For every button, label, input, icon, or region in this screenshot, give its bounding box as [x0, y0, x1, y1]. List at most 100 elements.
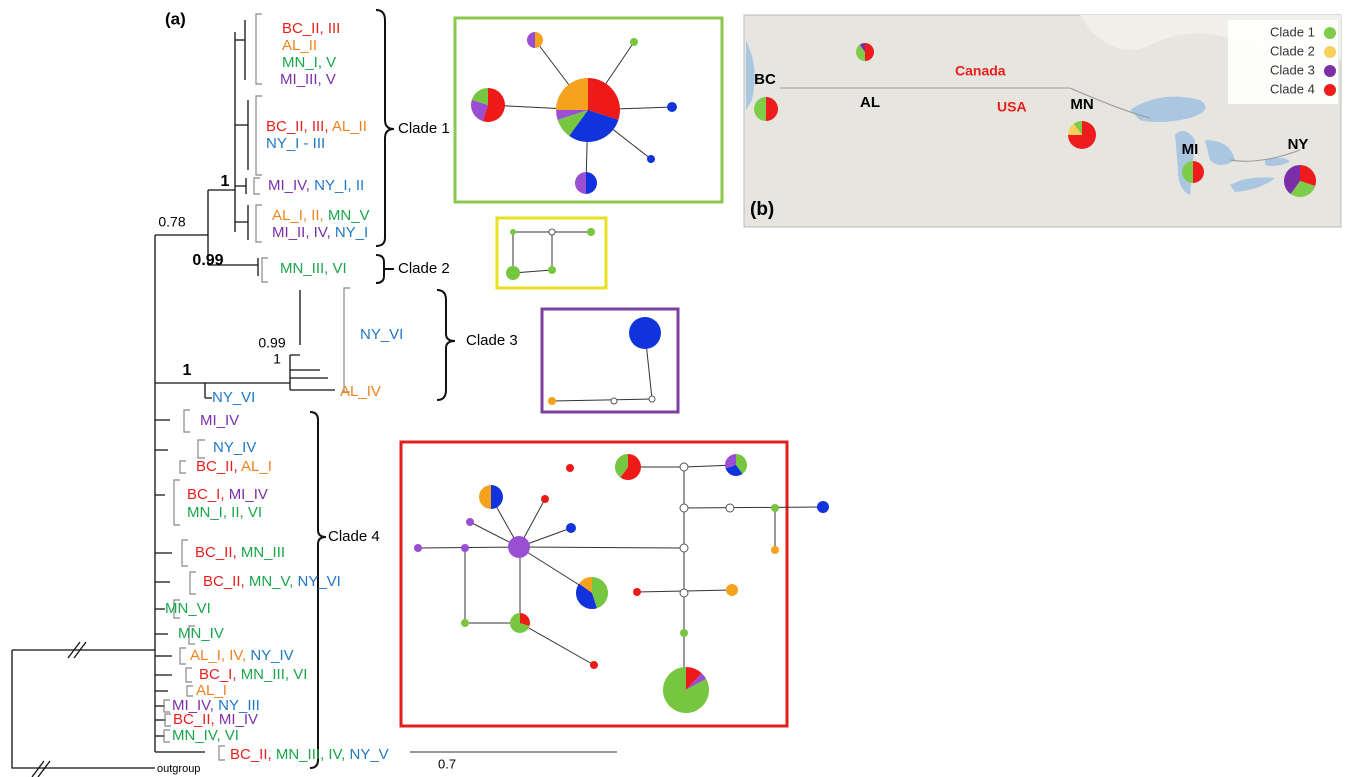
- haplotype: [590, 661, 598, 669]
- haplotype: [649, 396, 655, 402]
- tip-label: BC_II, III, AL_II: [266, 118, 367, 135]
- tip-label: AL_I, II, MN_V: [272, 207, 370, 224]
- tip-label-part: NY_I - III: [266, 135, 325, 152]
- haplotype: [566, 464, 574, 472]
- tip-label-part: MI_IV,: [268, 177, 314, 194]
- site-label: NY: [1288, 136, 1309, 153]
- haplotype: [587, 228, 595, 236]
- haplotype: [680, 629, 688, 637]
- support-value: 0.99: [192, 252, 223, 269]
- tip-label-part: NY_I, II: [314, 177, 364, 194]
- tip-label: AL_II: [282, 37, 317, 54]
- tip-label-part: MN_V: [328, 207, 370, 224]
- tip-label-part: BC_II, III: [282, 20, 340, 37]
- tip-label-part: MN_IV: [178, 625, 224, 642]
- haplotype: [630, 38, 638, 46]
- tip-label-part: NY_V: [350, 746, 389, 763]
- tip-label-part: MN_VI: [165, 600, 211, 617]
- tip-label: MN_VI: [165, 600, 211, 617]
- legend-swatch: [1324, 27, 1336, 39]
- tip-label-part: MI_III, V: [280, 71, 336, 88]
- tip-label: MI_IV: [200, 412, 239, 429]
- panel-label: (b): [750, 199, 774, 220]
- tip-label: MN_IV, VI: [172, 727, 239, 744]
- haplotype: [466, 518, 474, 526]
- map: [744, 15, 1341, 227]
- haplotype: [817, 501, 829, 513]
- site-label: AL: [860, 94, 880, 111]
- tip-label: AL_IV: [340, 383, 381, 400]
- legend-label: Clade 2: [1270, 43, 1315, 58]
- tip-label-part: BC_II,: [196, 458, 241, 475]
- tip-label: BC_II, MN_V, NY_VI: [203, 573, 341, 590]
- tip-label-part: MN_IV, VI: [172, 727, 239, 744]
- haplotype: [611, 398, 617, 404]
- legend-label: Clade 3: [1270, 62, 1315, 77]
- haplotype: [461, 619, 469, 627]
- clade-label: Clade 4: [328, 528, 380, 545]
- haplotype: [629, 317, 661, 349]
- tip-label-part: MN_III, VI: [241, 666, 308, 683]
- haplotype: [680, 504, 688, 512]
- tip-label: MN_I, V: [282, 54, 336, 71]
- haplotype: [549, 229, 555, 235]
- haplotype: [548, 397, 556, 405]
- support-value: 1: [221, 173, 230, 190]
- tip-label: MI_III, V: [280, 71, 336, 88]
- haplotype: [510, 229, 516, 235]
- tip-label-part: MN_V,: [249, 573, 298, 590]
- tip-label-part: BC_I,: [199, 666, 241, 683]
- tip-label: MN_I, II, VI: [187, 504, 262, 521]
- tip-label: BC_II, III: [282, 20, 340, 37]
- tip-label-part: NY_VI: [212, 389, 255, 406]
- haplotype: [548, 266, 556, 274]
- haplotype: [461, 544, 469, 552]
- tip-label-part: MI_IV: [229, 486, 268, 503]
- clade-label: Clade 3: [466, 332, 518, 349]
- support-value: 0.99: [258, 335, 285, 351]
- tip-label-part: MN_III, VI: [280, 260, 347, 277]
- tip-label: MN_IV: [178, 625, 224, 642]
- haplotype: [726, 504, 734, 512]
- haplotype: [633, 588, 641, 596]
- tip-label: MI_IV, NY_I, II: [268, 177, 364, 194]
- legend-swatch: [1324, 84, 1336, 96]
- tip-label-part: BC_II, III,: [266, 118, 332, 135]
- site-label: BC: [754, 71, 776, 88]
- legend-label: Clade 4: [1270, 81, 1315, 96]
- tip-label-part: AL_I, II,: [272, 207, 328, 224]
- haplotype: [566, 523, 576, 533]
- tip-label: BC_II, MN_III, IV, NY_V: [230, 746, 389, 763]
- tip-label: MN_III, VI: [280, 260, 347, 277]
- tip-label-part: BC_II,: [230, 746, 276, 763]
- tip-label-part: NY_VI: [360, 326, 403, 343]
- tip-label-part: AL_IV: [340, 383, 381, 400]
- tip-label: BC_I, MN_III, VI: [199, 666, 307, 683]
- outgroup-label: outgroup: [157, 763, 200, 775]
- haplotype: [667, 102, 677, 112]
- tip-label-part: MI_IV: [200, 412, 239, 429]
- haplotype: [680, 463, 688, 471]
- site-label: MN: [1070, 96, 1093, 113]
- panel-label: (a): [165, 9, 186, 28]
- country-label: Canada: [955, 63, 1006, 79]
- tip-label: NY_VI: [212, 389, 255, 406]
- tip-label: BC_I, MI_IV: [187, 486, 268, 503]
- site-label: MI: [1182, 141, 1199, 158]
- haplotype: [506, 266, 520, 280]
- tip-label-part: AL_II: [282, 37, 317, 54]
- haplotype: [771, 504, 779, 512]
- haplotype: [726, 584, 738, 596]
- tip-label: BC_II, MI_IV: [173, 711, 258, 728]
- clade-label: Clade 2: [398, 260, 450, 277]
- legend-swatch: [1324, 46, 1336, 58]
- tip-label-part: NY_IV: [213, 439, 256, 456]
- haplotype: [508, 536, 530, 558]
- tip-label-part: MI_II, IV,: [272, 224, 335, 241]
- tip-label-part: MN_III, IV,: [276, 746, 350, 763]
- haplotype: [771, 546, 779, 554]
- support-value: 1: [273, 351, 281, 367]
- clade-label: Clade 1: [398, 120, 450, 137]
- tip-label: NY_VI: [360, 326, 403, 343]
- tip-label-part: BC_II,: [173, 711, 219, 728]
